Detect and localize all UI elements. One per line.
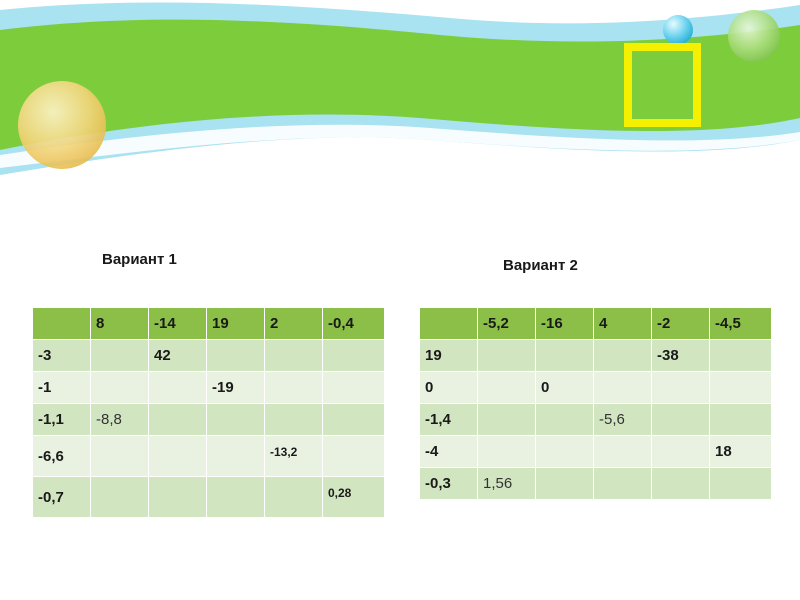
header-cell: -14 (148, 307, 207, 340)
row-label-cell: -1,1 (32, 403, 91, 436)
row-label-cell: -1 (32, 371, 91, 404)
value-cell (264, 403, 323, 436)
value-cell (535, 339, 594, 372)
value-cell (651, 371, 710, 404)
header-cell (419, 307, 478, 340)
blue-bubble-icon (663, 15, 693, 45)
variant-1-table: 8 -14 19 2 -0,4 -3 42 -1 -19 -1,1 -8,8 -6,6 -13,2 -0,… (32, 307, 385, 518)
value-cell (477, 435, 536, 468)
value-cell (709, 403, 772, 436)
value-cell (535, 403, 594, 436)
value-cell (90, 371, 149, 404)
value-cell (322, 371, 385, 404)
value-cell (90, 476, 149, 518)
value-cell (90, 339, 149, 372)
value-cell: 18 (709, 435, 772, 468)
decorative-banner (0, 2, 800, 175)
row-label-cell: -1,4 (419, 403, 478, 436)
value-cell (535, 435, 594, 468)
value-cell (264, 371, 323, 404)
value-cell (322, 435, 385, 477)
header-cell: 2 (264, 307, 323, 340)
header-cell: -5,2 (477, 307, 536, 340)
value-cell (148, 435, 207, 477)
value-cell (322, 339, 385, 372)
yellow-square-frame-icon (624, 43, 701, 127)
value-cell (90, 435, 149, 477)
header-row: 8 -14 19 2 -0,4 (32, 307, 385, 340)
value-cell (593, 371, 652, 404)
header-cell: -4,5 (709, 307, 772, 340)
value-cell (206, 435, 265, 477)
value-cell (593, 467, 652, 500)
value-cell (709, 467, 772, 500)
value-cell (709, 339, 772, 372)
value-cell (477, 339, 536, 372)
value-cell: 42 (148, 339, 207, 372)
value-cell: -19 (206, 371, 265, 404)
row-label-cell: -0,7 (32, 476, 91, 518)
row-label-cell: -4 (419, 435, 478, 468)
header-cell (32, 307, 91, 340)
header-cell: -2 (651, 307, 710, 340)
table-row: -1,4 -5,6 (419, 403, 772, 436)
variant-2-title: Вариант 2 (503, 257, 578, 274)
value-cell: 1,56 (477, 467, 536, 500)
row-label-cell: 19 (419, 339, 478, 372)
value-cell (148, 403, 207, 436)
table-row: -1 -19 (32, 371, 385, 404)
value-cell: 0 (535, 371, 594, 404)
value-cell (264, 339, 323, 372)
value-cell (264, 476, 323, 518)
value-cell (651, 435, 710, 468)
value-cell (477, 371, 536, 404)
value-cell: 0,28 (322, 476, 385, 518)
row-label-cell: -6,6 (32, 435, 91, 477)
table-row: -4 18 (419, 435, 772, 468)
value-cell (148, 476, 207, 518)
table-row: 19 -38 (419, 339, 772, 372)
row-label-cell: 0 (419, 371, 478, 404)
header-cell: 4 (593, 307, 652, 340)
value-cell (709, 371, 772, 404)
value-cell: -38 (651, 339, 710, 372)
header-cell: -16 (535, 307, 594, 340)
header-cell: 19 (206, 307, 265, 340)
value-cell (593, 435, 652, 468)
value-cell (206, 476, 265, 518)
row-label-cell: -3 (32, 339, 91, 372)
header-cell: 8 (90, 307, 149, 340)
value-cell (593, 339, 652, 372)
white-stripe (0, 124, 800, 168)
table-row: -3 42 (32, 339, 385, 372)
table-row: -0,3 1,56 (419, 467, 772, 500)
value-cell (206, 339, 265, 372)
table-row: -1,1 -8,8 (32, 403, 385, 436)
header-cell: -0,4 (322, 307, 385, 340)
header-row: -5,2 -16 4 -2 -4,5 (419, 307, 772, 340)
table-row: -6,6 -13,2 (32, 435, 385, 477)
value-cell (148, 371, 207, 404)
green-wave (0, 19, 800, 150)
table-row: -0,7 0,28 (32, 476, 385, 518)
value-cell (535, 467, 594, 500)
value-cell (477, 403, 536, 436)
value-cell (206, 403, 265, 436)
variant-1-title: Вариант 1 (102, 251, 177, 268)
value-cell: -13,2 (264, 435, 323, 477)
value-cell: -5,6 (593, 403, 652, 436)
value-cell (322, 403, 385, 436)
row-label-cell: -0,3 (419, 467, 478, 500)
variant-2-table: -5,2 -16 4 -2 -4,5 19 -38 0 0 -1,4 -5,6 -4 18 -0,3 1,5… (419, 307, 772, 500)
value-cell (651, 403, 710, 436)
value-cell: -8,8 (90, 403, 149, 436)
yellow-sphere-icon (18, 81, 106, 169)
value-cell (651, 467, 710, 500)
green-bubble-icon (728, 10, 780, 62)
